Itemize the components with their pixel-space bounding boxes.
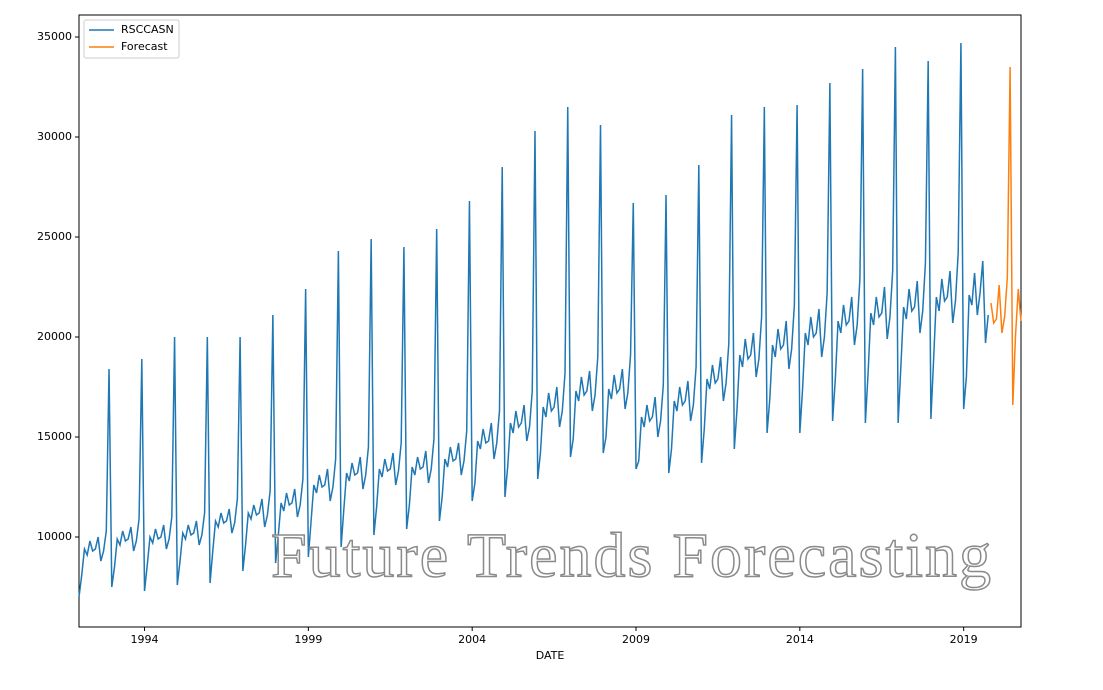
x-tick-label: 2019	[950, 633, 978, 646]
line-series	[990, 66, 1022, 406]
y-tick-label: 15000	[37, 430, 72, 443]
line-series	[78, 42, 989, 598]
legend-label: RSCCASN	[121, 23, 174, 36]
watermark: Future Trends Forecasting	[271, 520, 993, 591]
x-tick-label: 2014	[786, 633, 814, 646]
y-tick-label: 25000	[37, 230, 72, 243]
legend-label: Forecast	[121, 40, 168, 53]
x-tick-label: 2004	[458, 633, 486, 646]
y-tick-label: 10000	[37, 530, 72, 543]
x-tick-label: 1994	[131, 633, 159, 646]
y-tick-label: 20000	[37, 330, 72, 343]
legend: RSCCASN Forecast	[83, 19, 180, 59]
y-tick-label: 30000	[37, 130, 72, 143]
x-tick-label: 1999	[294, 633, 322, 646]
y-tick-label: 35000	[37, 30, 72, 43]
x-axis-label: DATE	[536, 649, 565, 662]
x-tick-label: 2009	[622, 633, 650, 646]
